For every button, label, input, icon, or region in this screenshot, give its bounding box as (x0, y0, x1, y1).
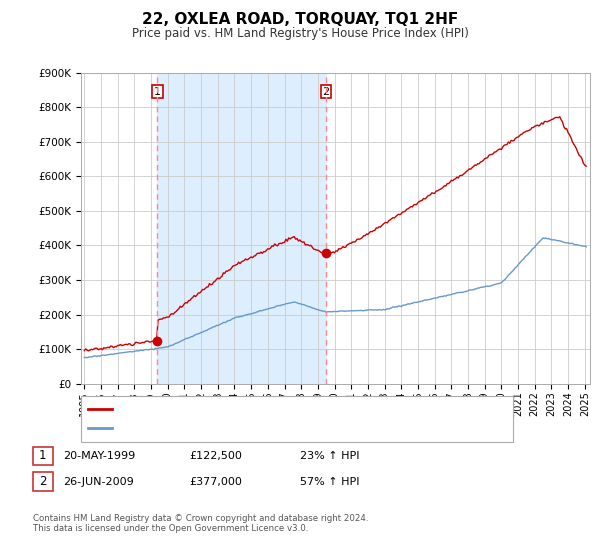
Text: 23% ↑ HPI: 23% ↑ HPI (300, 451, 359, 461)
Text: 20-MAY-1999: 20-MAY-1999 (64, 451, 136, 461)
Text: 57% ↑ HPI: 57% ↑ HPI (300, 477, 359, 487)
Text: 1: 1 (39, 449, 47, 463)
Text: 22, OXLEA ROAD, TORQUAY, TQ1 2HF (detached house): 22, OXLEA ROAD, TORQUAY, TQ1 2HF (detach… (116, 404, 421, 414)
Text: HPI: Average price, detached house, Torbay: HPI: Average price, detached house, Torb… (116, 423, 354, 433)
Text: Contains HM Land Registry data © Crown copyright and database right 2024.
This d: Contains HM Land Registry data © Crown c… (33, 514, 368, 534)
Text: 1: 1 (154, 87, 161, 97)
Text: 2: 2 (322, 87, 329, 97)
Text: 26-JUN-2009: 26-JUN-2009 (64, 477, 134, 487)
Text: 22, OXLEA ROAD, TORQUAY, TQ1 2HF: 22, OXLEA ROAD, TORQUAY, TQ1 2HF (142, 12, 458, 27)
Text: £377,000: £377,000 (189, 477, 242, 487)
Text: £122,500: £122,500 (189, 451, 242, 461)
Text: 2: 2 (39, 475, 47, 488)
Text: Price paid vs. HM Land Registry's House Price Index (HPI): Price paid vs. HM Land Registry's House … (131, 27, 469, 40)
Bar (157, 73, 326, 384)
